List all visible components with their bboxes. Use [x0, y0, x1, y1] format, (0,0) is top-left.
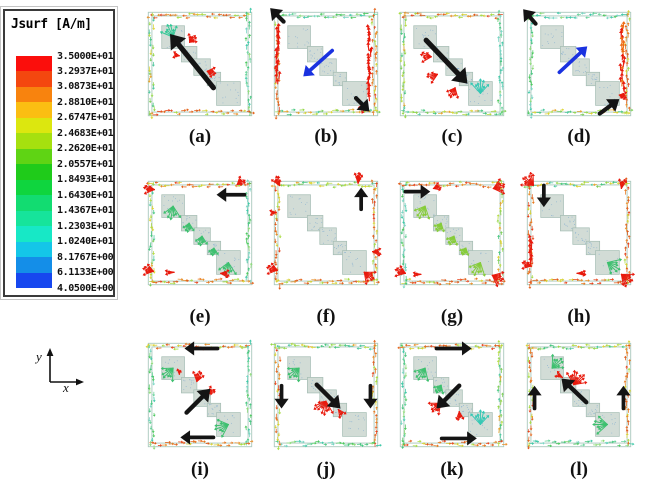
- colorbar-band: [16, 71, 52, 87]
- axes-arrows: [46, 348, 84, 386]
- legend-value: 8.1767E+00: [57, 251, 114, 263]
- panel-d: (d): [517, 3, 641, 148]
- jsurf-plot-k: [397, 339, 508, 449]
- panel-d-plot: [517, 3, 641, 125]
- panel-f-label: (f): [316, 306, 336, 327]
- panel-j-label: (j): [316, 459, 336, 480]
- jsurf-plot-i: [145, 339, 254, 450]
- panel-e-label: (e): [189, 306, 211, 327]
- panel-l-plot: [517, 334, 641, 456]
- jsurf-plot-e: [142, 175, 255, 287]
- colorbar-band: [16, 257, 52, 273]
- panel-b-label: (b): [314, 126, 338, 147]
- jsurf-plot-b: [270, 7, 381, 120]
- panel-f-plot: [264, 172, 388, 294]
- legend-value: 1.2303E+01: [57, 220, 114, 232]
- jsurf-plot-j: [270, 339, 382, 451]
- colorbar-band: [16, 102, 52, 118]
- legend-value: 2.0557E+01: [57, 158, 114, 170]
- panel-i-plot: [138, 334, 262, 456]
- jsurf-plot-f: [266, 172, 382, 290]
- jsurf-plot-l: [525, 340, 635, 450]
- legend-value: 2.4683E+01: [57, 127, 114, 139]
- panel-c: (c): [390, 3, 514, 148]
- colorbar-band: [16, 86, 52, 103]
- panel-g: (g): [390, 172, 514, 328]
- legend-value: 4.0500E+00: [57, 282, 114, 294]
- legend-value: 3.2937E+01: [57, 65, 114, 77]
- legend-values: 3.5000E+01 3.2937E+01 3.0873E+01 2.8810E+01…: [57, 51, 117, 294]
- x-axis-label: x: [63, 380, 69, 395]
- panel-g-label: (g): [440, 306, 464, 327]
- jsurf-legend: Jsurf [A/m] 3.5000E+01 3.2937E+01 3.0873E+…: [0, 6, 118, 300]
- x-axis-arrowhead: [76, 378, 84, 386]
- panel-i: (i): [138, 334, 262, 481]
- colorbar-band: [16, 117, 52, 134]
- panel-k: (k): [390, 334, 514, 481]
- panel-l-label: (l): [570, 459, 588, 480]
- legend-value: 3.5000E+01: [57, 50, 114, 62]
- jsurf-plot-h: [519, 172, 636, 289]
- panel-c-label: (c): [441, 126, 463, 147]
- panel-f: (f): [264, 172, 388, 328]
- panel-k-label: (k): [440, 459, 464, 480]
- panel-i-label: (i): [191, 459, 209, 480]
- colorbar-band: [16, 148, 52, 165]
- panel-h-label: (h): [567, 306, 591, 327]
- legend-title: Jsurf [A/m]: [11, 17, 92, 32]
- colorbar-band: [16, 133, 52, 149]
- colorbar-band: [16, 56, 52, 72]
- panel-b: (b): [264, 3, 388, 148]
- colorbar-band: [16, 226, 52, 242]
- legend-value: 6.1133E+00: [57, 267, 114, 279]
- panel-h: (h): [517, 172, 641, 328]
- legend-value: 2.8810E+01: [57, 96, 114, 108]
- legend-value: 2.6747E+01: [57, 112, 114, 124]
- legend-value: 1.8493E+01: [57, 174, 114, 186]
- legend-value: 3.0873E+01: [57, 81, 114, 93]
- legend-value: 1.0240E+01: [57, 236, 114, 248]
- colorbar-band: [16, 195, 52, 211]
- panel-c-plot: [390, 3, 514, 125]
- axes-indicator: y x: [34, 338, 98, 398]
- legend-value: 2.2620E+01: [57, 143, 114, 155]
- panel-b-plot: [264, 3, 388, 125]
- legend-value: 1.6430E+01: [57, 189, 114, 201]
- panel-a: (a): [138, 3, 262, 148]
- colorbar-band: [16, 179, 52, 196]
- jsurf-plot-d: [523, 9, 634, 119]
- y-axis-label: y: [36, 349, 42, 364]
- panel-a-plot: [138, 3, 262, 125]
- jsurf-plot-g: [394, 178, 506, 289]
- panel-e-plot: [138, 172, 262, 294]
- panel-a-label: (a): [188, 126, 212, 147]
- panel-e: (e): [138, 172, 262, 328]
- panel-l: (l): [517, 334, 641, 481]
- legend-value: 1.4367E+01: [57, 205, 114, 217]
- colorbar-band: [16, 272, 52, 289]
- colorbar-band: [16, 241, 52, 258]
- colorbar-band: [16, 164, 52, 180]
- y-axis-arrowhead: [46, 348, 54, 356]
- panel-d-label: (d): [567, 126, 591, 147]
- panel-j: (j): [264, 334, 388, 481]
- colorbar: [16, 56, 52, 289]
- panel-j-plot: [264, 334, 388, 456]
- jsurf-plot-a: [146, 7, 256, 120]
- panel-h-plot: [517, 172, 641, 294]
- colorbar-band: [16, 210, 52, 227]
- panel-g-plot: [390, 172, 514, 294]
- panel-k-plot: [390, 334, 514, 456]
- jsurf-plot-c: [398, 9, 507, 119]
